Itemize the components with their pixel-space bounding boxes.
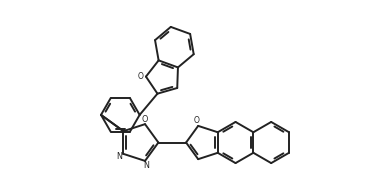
Text: O: O [137, 72, 143, 81]
Text: N: N [116, 152, 122, 161]
Text: N: N [144, 161, 149, 170]
Text: O: O [142, 115, 148, 124]
Text: O: O [193, 116, 199, 125]
